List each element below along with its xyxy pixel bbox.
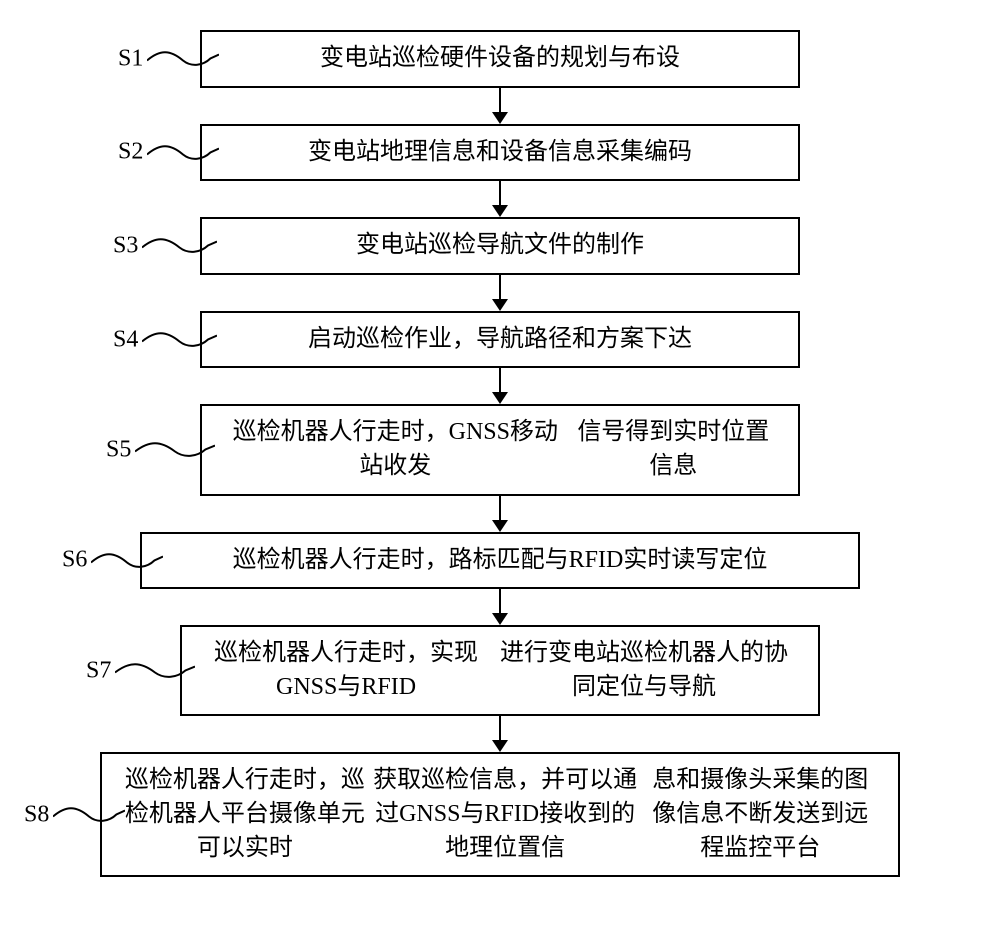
arrow-head-icon [492,740,508,752]
step-label-7: S7 [86,657,195,684]
step-label-text: S4 [113,326,138,353]
arrow-line [499,275,501,299]
step-box-1: 变电站巡检硬件设备的规划与布设 [200,30,800,88]
step-label-5: S5 [106,436,215,463]
arrow-head-icon [492,205,508,217]
arrow-line [499,589,501,613]
arrow-head-icon [492,613,508,625]
step-label-text: S1 [118,45,143,72]
flowchart-container: S1 变电站巡检硬件设备的规划与布设 S2 变电站地理信息和设备信息采集编码 S3 变电站… [0,30,1000,877]
flow-arrow-3 [492,275,508,311]
step-row-2: S2 变电站地理信息和设备信息采集编码 [0,124,1000,182]
flow-arrow-5 [492,496,508,532]
step-label-1: S1 [118,45,219,72]
flow-arrow-2 [492,181,508,217]
arrow-line [499,368,501,392]
step-label-6: S6 [62,547,163,574]
squiggle-icon [142,328,217,352]
step-box-3: 变电站巡检导航文件的制作 [200,217,800,275]
step-box-6: 巡检机器人行走时，路标匹配与RFID实时读写定位 [140,532,860,590]
squiggle-icon [142,234,217,258]
step-label-text: S2 [118,139,143,166]
step-row-6: S6 巡检机器人行走时，路标匹配与RFID实时读写定位 [0,532,1000,590]
squiggle-icon [147,140,219,164]
step-label-4: S4 [113,326,217,353]
step-label-8: S8 [24,801,125,828]
arrow-line [499,716,501,740]
step-label-text: S5 [106,436,131,463]
step-row-7: S7 巡检机器人行走时，实现GNSS与RFID进行变电站巡检机器人的协同定位与导航 [0,625,1000,716]
step-box-4: 启动巡检作业，导航路径和方案下达 [200,311,800,369]
squiggle-icon [147,47,219,71]
step-label-text: S7 [86,657,111,684]
step-box-5: 巡检机器人行走时，GNSS移动站收发信号得到实时位置信息 [200,404,800,495]
step-row-5: S5 巡检机器人行走时，GNSS移动站收发信号得到实时位置信息 [0,404,1000,495]
flow-arrow-6 [492,589,508,625]
step-row-8: S8 巡检机器人行走时，巡检机器人平台摄像单元可以实时获取巡检信息，并可以通过GN… [0,752,1000,877]
step-row-3: S3 变电站巡检导航文件的制作 [0,217,1000,275]
flow-arrow-1 [492,88,508,124]
flow-arrow-4 [492,368,508,404]
step-box-2: 变电站地理信息和设备信息采集编码 [200,124,800,182]
arrow-head-icon [492,112,508,124]
flow-arrow-7 [492,716,508,752]
step-label-text: S3 [113,232,138,259]
step-box-8: 巡检机器人行走时，巡检机器人平台摄像单元可以实时获取巡检信息，并可以通过GNSS… [100,752,900,877]
squiggle-icon [91,548,163,572]
squiggle-icon [115,659,195,683]
arrow-head-icon [492,392,508,404]
arrow-line [499,88,501,112]
step-row-4: S4 启动巡检作业，导航路径和方案下达 [0,311,1000,369]
step-label-3: S3 [113,232,217,259]
step-label-text: S8 [24,801,49,828]
step-label-2: S2 [118,139,219,166]
step-row-1: S1 变电站巡检硬件设备的规划与布设 [0,30,1000,88]
squiggle-icon [135,438,215,462]
arrow-head-icon [492,299,508,311]
step-label-text: S6 [62,547,87,574]
step-box-7: 巡检机器人行走时，实现GNSS与RFID进行变电站巡检机器人的协同定位与导航 [180,625,820,716]
squiggle-icon [53,803,125,827]
arrow-head-icon [492,520,508,532]
arrow-line [499,496,501,520]
arrow-line [499,181,501,205]
